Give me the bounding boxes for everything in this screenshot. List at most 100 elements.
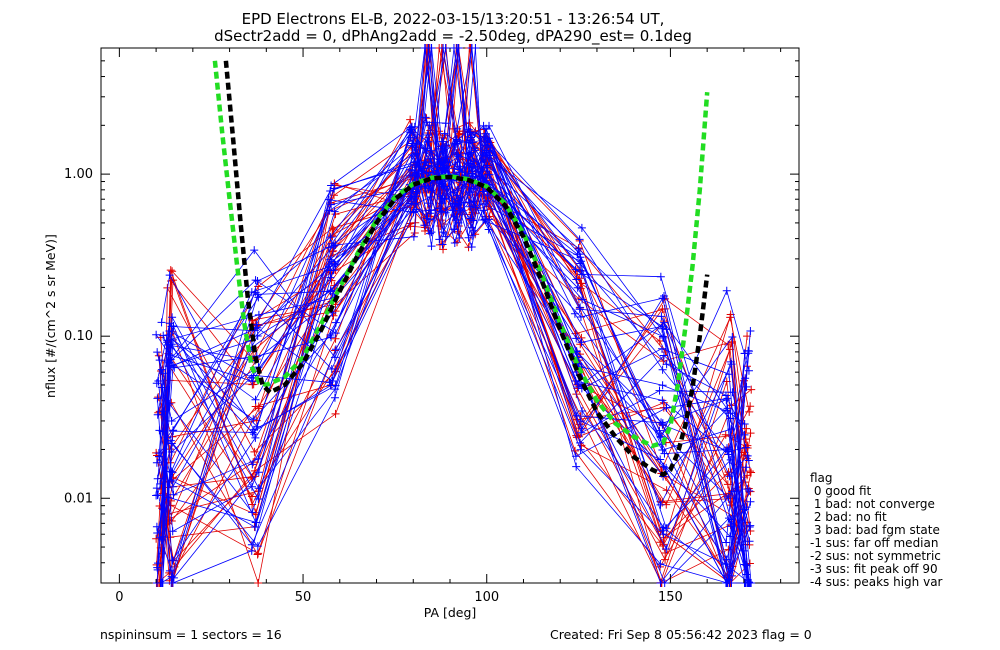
legend-item: 3 bad: bad fgm state: [810, 523, 940, 537]
pitch-angle-traces: [152, 44, 756, 587]
trace-line: [162, 47, 751, 584]
trace-point: [659, 530, 668, 539]
trace-point: [453, 124, 462, 133]
trace-line: [162, 47, 745, 584]
trace-point: [660, 579, 669, 587]
trace-point: [577, 338, 586, 347]
trace-line: [156, 139, 746, 565]
trace-point: [327, 333, 336, 342]
trace-point: [440, 195, 449, 204]
trace-point: [251, 433, 260, 442]
trace-point: [577, 223, 586, 232]
trace-point: [572, 334, 581, 343]
trace-point: [721, 391, 730, 400]
trace-point: [426, 229, 435, 238]
trace-point: [441, 194, 450, 203]
y-axis-label: nflux [#/(cm^2 s sr MeV)]: [43, 234, 58, 398]
trace-point: [723, 480, 732, 489]
trace-point: [578, 424, 587, 433]
trace-point: [153, 394, 162, 403]
trace-point: [406, 123, 415, 132]
trace-point: [656, 455, 665, 464]
trace-point: [659, 351, 668, 360]
trace-point: [575, 305, 584, 314]
trace-point: [167, 439, 176, 448]
x-axis-label: PA [deg]: [424, 605, 477, 620]
trace-line: [156, 146, 751, 581]
trace-point: [571, 265, 580, 274]
trace-point: [327, 239, 336, 248]
trace-point: [153, 565, 162, 574]
trace-point: [248, 428, 257, 437]
trace-point: [471, 203, 480, 212]
trace-point: [576, 438, 585, 447]
trace-point: [454, 200, 463, 209]
trace-point: [576, 312, 585, 321]
trace-point: [152, 579, 161, 587]
legend-item: 1 bad: not converge: [810, 497, 935, 511]
y-tick-label: 0.10: [64, 329, 93, 344]
trace-line: [158, 141, 747, 538]
trace-point: [331, 240, 340, 249]
trace-point: [152, 379, 161, 388]
trace-point: [326, 233, 335, 242]
trace-point: [485, 121, 494, 130]
trace-point: [721, 430, 730, 439]
trace-point: [426, 209, 435, 218]
fit-curve-black: [223, 60, 710, 478]
legend-title: flag: [810, 471, 833, 485]
trace-point: [254, 549, 263, 558]
legend-item: 0 good fit: [810, 484, 872, 498]
trace-point: [658, 344, 667, 353]
legend-item: -3 sus: fit peak off 90: [810, 562, 938, 576]
trace-point: [744, 346, 753, 355]
y-tick-label: 1.00: [64, 167, 93, 182]
flag-legend: flag 0 good fit 1 bad: not converge 2 ba…: [810, 471, 943, 589]
trace-point: [455, 234, 464, 243]
trace-point: [743, 485, 752, 494]
trace-point: [726, 313, 735, 322]
trace-point: [455, 136, 464, 145]
trace-point: [465, 198, 474, 207]
axis-ticks: 0 50 100 150 0.01 0.10 1.00: [64, 48, 799, 605]
trace-point: [725, 472, 734, 481]
trace-point: [655, 426, 664, 435]
trace-point: [405, 219, 414, 228]
trace-point: [656, 559, 665, 568]
trace-point: [408, 141, 417, 150]
trace-point: [326, 286, 335, 295]
trace-point: [330, 207, 339, 216]
trace-point: [657, 312, 666, 321]
trace-line: [155, 47, 748, 496]
trace-point: [464, 233, 473, 242]
trace-point: [662, 544, 671, 553]
trace-point: [424, 130, 433, 139]
trace-point: [572, 411, 581, 420]
trace-point: [578, 295, 587, 304]
trace-point: [254, 579, 263, 587]
trace-point: [168, 527, 177, 536]
trace-point: [253, 422, 262, 431]
trace-point: [406, 128, 415, 137]
trace-line: [156, 140, 751, 585]
trace-point: [164, 330, 173, 339]
trace-point: [469, 157, 478, 166]
trace-point: [324, 195, 333, 204]
trace-point: [746, 521, 755, 530]
trace-point: [747, 385, 756, 394]
trace-point: [742, 463, 751, 472]
trace-point: [329, 266, 338, 275]
trace-point: [155, 356, 164, 365]
trace-line: [157, 128, 750, 584]
trace-point: [576, 259, 585, 268]
trace-point: [464, 125, 473, 134]
trace-point: [169, 427, 178, 436]
trace-point: [449, 44, 458, 52]
trace-point: [728, 388, 737, 397]
trace-point: [450, 238, 459, 247]
trace-point: [576, 340, 585, 349]
trace-point: [450, 225, 459, 234]
trace-point: [724, 545, 733, 554]
x-tick-label: 150: [658, 590, 683, 605]
trace-point: [662, 360, 671, 369]
